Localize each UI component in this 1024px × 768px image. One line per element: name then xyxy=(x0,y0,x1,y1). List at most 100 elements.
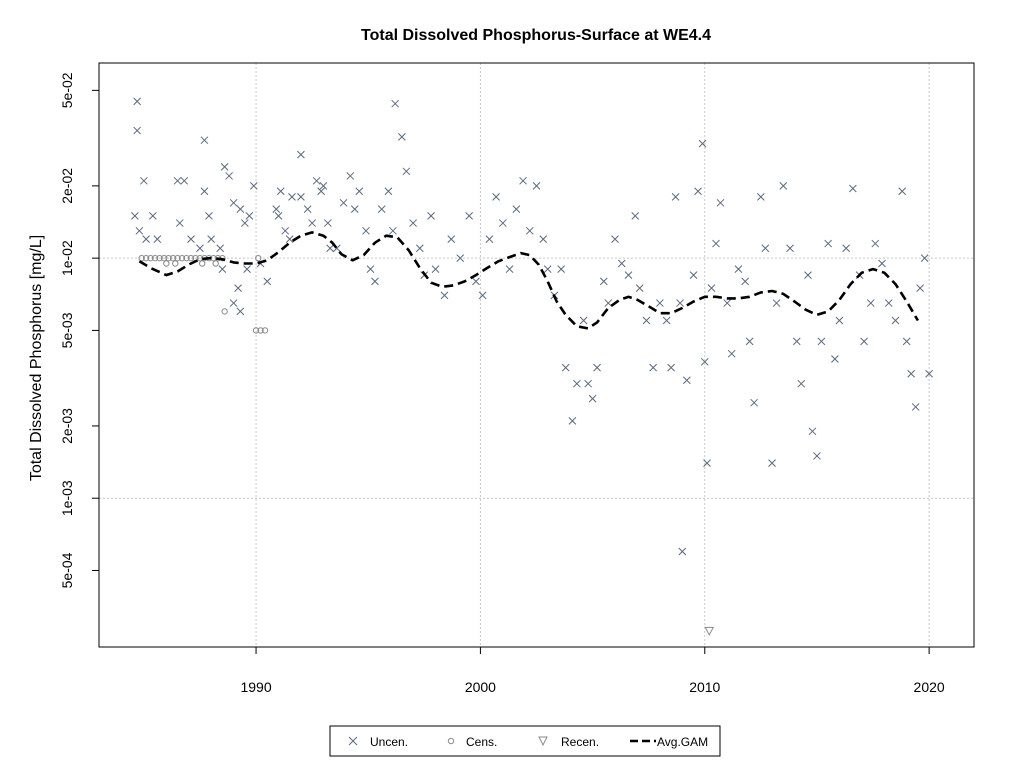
uncen-point xyxy=(133,97,141,106)
uncen-point xyxy=(678,547,687,556)
uncen-point xyxy=(297,193,305,201)
uncen-point xyxy=(465,212,474,220)
uncen-point xyxy=(384,187,393,196)
uncen-point xyxy=(317,187,325,196)
x-tick-label: 2020 xyxy=(914,679,945,695)
uncen-point xyxy=(276,187,285,196)
uncen-point xyxy=(662,316,671,325)
cens-point xyxy=(138,254,145,262)
legend-cens-icon xyxy=(447,737,455,745)
cens-point xyxy=(255,254,262,262)
legend-recen-icon xyxy=(538,736,548,747)
uncen-point xyxy=(561,363,570,372)
uncen-point xyxy=(757,193,765,201)
cens-point xyxy=(187,254,195,262)
uncen-point xyxy=(871,239,880,248)
uncen-point xyxy=(377,205,386,214)
uncen-point xyxy=(831,355,839,363)
legend-gam-label: Avg.GAM xyxy=(657,735,708,749)
uncen-point xyxy=(505,265,514,273)
uncen-point xyxy=(512,205,521,214)
uncen-point xyxy=(824,239,833,248)
cens-point xyxy=(199,260,206,267)
cens-point xyxy=(221,308,228,315)
cens-point xyxy=(169,254,177,262)
y-tick-label: 1e-03 xyxy=(59,480,75,516)
uncen-point xyxy=(698,139,707,148)
uncen-point xyxy=(140,176,148,185)
uncen-point xyxy=(797,379,806,388)
uncen-point xyxy=(350,205,359,214)
cens-point xyxy=(183,254,190,262)
uncen-point xyxy=(682,376,691,385)
uncen-point xyxy=(813,452,821,460)
uncen-point xyxy=(319,182,328,190)
uncen-point xyxy=(631,212,640,220)
legend-recen-label: Recen. xyxy=(561,735,599,749)
uncen-point xyxy=(409,219,417,227)
chart-title: Total Dissolved Phosphorus-Surface at WE… xyxy=(361,27,711,44)
x-tick-label: 2010 xyxy=(689,679,720,695)
uncen-point xyxy=(234,284,242,292)
uncen-point xyxy=(750,398,758,407)
uncen-point xyxy=(135,226,144,235)
uncen-point xyxy=(584,379,592,388)
uncen-point xyxy=(848,184,857,193)
uncen-point xyxy=(285,235,294,243)
uncen-point xyxy=(599,277,608,286)
uncen-point xyxy=(216,244,225,253)
cens-point xyxy=(151,254,159,262)
uncen-point xyxy=(133,126,141,135)
y-tick-label: 5e-04 xyxy=(59,552,75,588)
uncen-point xyxy=(519,176,527,185)
uncen-point xyxy=(180,176,189,185)
uncen-point xyxy=(431,265,440,273)
uncen-point xyxy=(525,226,534,235)
uncen-point xyxy=(920,254,929,263)
x-tick-label: 1990 xyxy=(240,679,271,695)
uncen-point xyxy=(573,379,581,388)
uncen-point xyxy=(676,299,684,307)
uncen-point xyxy=(891,316,900,325)
uncen-point xyxy=(617,259,626,268)
uncen-point xyxy=(723,299,732,307)
y-tick-label: 1e-02 xyxy=(59,240,75,276)
uncen-point xyxy=(898,187,907,196)
uncen-point xyxy=(907,369,916,378)
uncen-point xyxy=(485,235,494,243)
cens-point xyxy=(178,254,186,262)
uncen-point xyxy=(472,277,480,286)
uncen-point xyxy=(642,316,651,325)
uncen-point xyxy=(916,284,925,292)
uncen-point xyxy=(712,239,720,248)
uncen-point xyxy=(229,299,238,307)
gam-line xyxy=(138,231,920,330)
uncen-point xyxy=(689,271,698,279)
uncen-point xyxy=(804,271,812,279)
uncen-point xyxy=(355,187,364,196)
x-axis: 1990 2000 2010 2020 xyxy=(240,647,945,695)
uncen-point xyxy=(768,459,776,467)
uncen-point xyxy=(703,459,711,467)
cens-point xyxy=(163,260,170,267)
uncen-point xyxy=(303,205,312,214)
cens-point xyxy=(165,254,172,262)
cens-point xyxy=(174,254,181,262)
uncen-point xyxy=(245,212,254,220)
uncen-point xyxy=(492,193,500,201)
uncen-point xyxy=(557,265,566,273)
gam-layer xyxy=(138,231,920,330)
uncen-point xyxy=(611,235,619,243)
uncen-point xyxy=(911,403,920,411)
y-tick-label: 2e-03 xyxy=(59,408,75,444)
uncen-point xyxy=(200,187,209,196)
uncen-point xyxy=(440,291,449,300)
uncen-point xyxy=(635,284,644,292)
uncen-point xyxy=(366,265,375,273)
uncen-point xyxy=(175,219,184,227)
uncen-point xyxy=(532,182,541,190)
cens-point xyxy=(172,260,179,267)
uncen-point xyxy=(281,226,290,235)
cens-point xyxy=(212,260,219,267)
uncen-point xyxy=(588,394,597,403)
